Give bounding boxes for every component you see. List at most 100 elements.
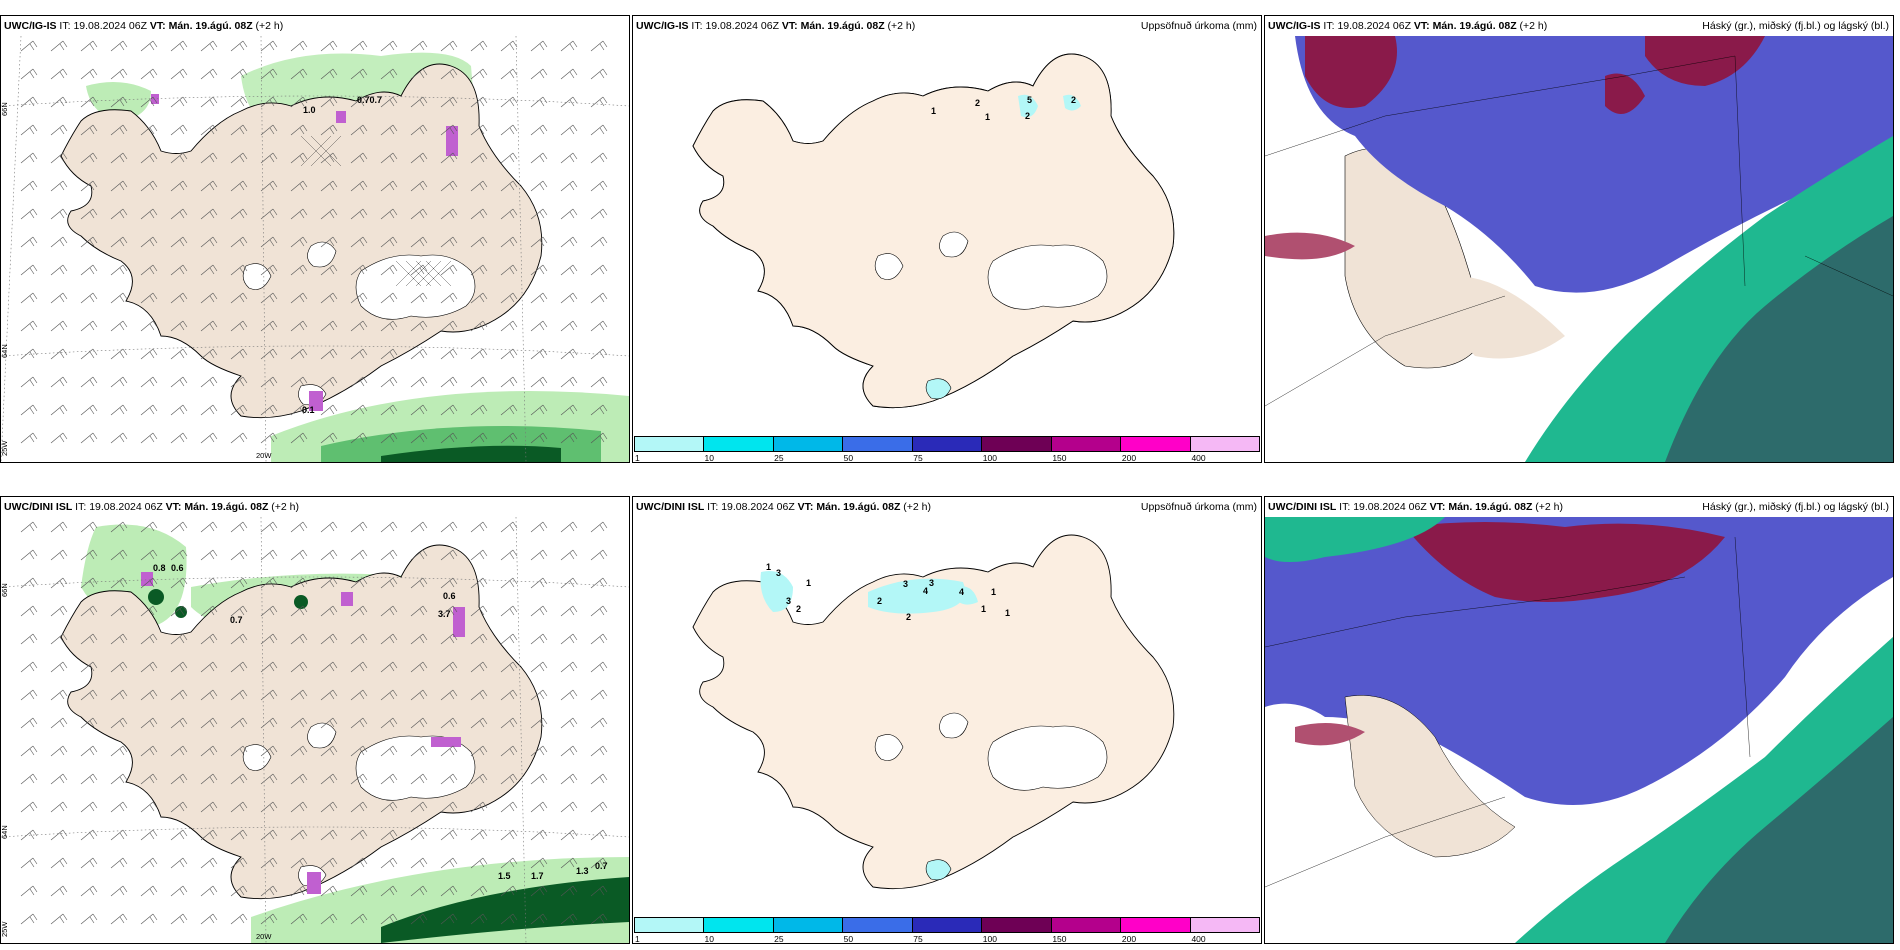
it-label: IT: (59, 20, 71, 32)
model-name: UWC/DINI ISL (4, 501, 73, 513)
colorbar-swatch (773, 918, 844, 932)
colorbar-swatch (704, 918, 774, 932)
vt-value: Mán. 19.ágú. 08Z (1448, 501, 1533, 513)
colorbar-tick-label: 100 (982, 453, 997, 463)
colorbar-swatch (912, 918, 983, 932)
it-label: IT: (1323, 20, 1335, 32)
colorbar-tick-label: 75 (913, 934, 923, 944)
colorbar-tick-label: 10 (704, 453, 715, 463)
precip-amount-label: 4 (959, 587, 964, 597)
colorbar-tick-label: 50 (843, 934, 854, 944)
cloud-cover-map (1265, 36, 1893, 462)
wind-precip-map: 66N 64N 25W 20W 0.6 0.8 0.7 0.6 3.7 0.7 1.3 1.7… (1, 517, 629, 943)
panel-dini-precip: UWC/DINI ISL IT: 19.08.2024 06Z VT: Mán.… (632, 496, 1262, 944)
panel-header: UWC/DINI ISL IT: 19.08.2024 06Z VT: Mán.… (633, 497, 1261, 517)
it-value: 19.08.2024 06Z (705, 20, 779, 32)
it-label: IT: (75, 501, 87, 513)
precip-amount-label: 2 (877, 596, 882, 606)
model-name: UWC/IG-IS (636, 20, 689, 32)
panel-ig-clouds: UWC/IG-IS IT: 19.08.2024 06Z VT: Mán. 19… (1264, 15, 1894, 463)
precip-amount-label: 2 (1071, 95, 1076, 105)
colorbar-swatch (843, 437, 913, 451)
colorbar-tick-label: 50 (843, 453, 854, 463)
precip-amount-label: 2 (1025, 111, 1030, 121)
lon-label-20w: 20W (256, 451, 272, 460)
precip-value-label: 1.3 (576, 866, 589, 876)
vt-value: Mán. 19.ágú. 08Z (816, 501, 901, 513)
colorbar-swatch (1190, 918, 1259, 932)
colorbar-swatch (1051, 437, 1122, 451)
vt-value: Mán. 19.ágú. 08Z (1432, 20, 1517, 32)
panel-ig-precip: UWC/IG-IS IT: 19.08.2024 06Z VT: Mán. 19… (632, 15, 1262, 463)
panel-header: UWC/IG-IS IT: 19.08.2024 06Z VT: Mán. 19… (1, 16, 629, 36)
panel-title: Uppsöfnuð úrkoma (mm) (1140, 501, 1257, 513)
precip-colorbar: 1 10 25 50 75 100 150 200 400 (633, 917, 1261, 943)
it-label: IT: (707, 501, 719, 513)
panel-title: Uppsöfnuð úrkoma (mm) (1140, 20, 1257, 32)
lat-label-66n: 66N (1, 102, 9, 116)
colorbar-tick-label: 200 (1121, 453, 1137, 463)
precip-amount-label: 2 (975, 98, 980, 108)
it-value: 19.08.2024 06Z (89, 501, 163, 513)
precip-value-label: 0.6 (443, 591, 456, 601)
precip-value-label: 0.70.7 (357, 95, 382, 105)
colorbar-tick-label: 25 (774, 453, 784, 463)
vt-value: Mán. 19.ágú. 08Z (168, 20, 253, 32)
colorbar-swatches (634, 917, 1260, 933)
precip-value-label: 0.8 (153, 563, 166, 573)
precip-value-label: 0.6 (171, 563, 184, 573)
panel-header: UWC/IG-IS IT: 19.08.2024 06Z VT: Mán. 19… (633, 16, 1261, 36)
it-value: 19.08.2024 06Z (73, 20, 147, 32)
colorbar-swatch (1121, 918, 1191, 932)
colorbar-swatch (1051, 918, 1122, 932)
panel-dini-wind: UWC/DINI ISL IT: 19.08.2024 06Z VT: Mán.… (0, 496, 630, 944)
lat-label-66n: 66N (1, 583, 9, 597)
it-value: 19.08.2024 06Z (1353, 501, 1427, 513)
lat-label-64n: 64N (1, 344, 9, 358)
accumulated-precip-map: 112 522 (633, 36, 1261, 462)
it-label: IT: (691, 20, 703, 32)
precip-amount-label: 1 (985, 112, 990, 122)
colorbar-tick-label: 25 (774, 934, 784, 944)
colorbar-ticks: 1 10 25 50 75 100 150 200 400 (633, 934, 1261, 944)
precip-amount-label: 1 (806, 578, 811, 588)
colorbar-swatch (843, 918, 913, 932)
vt-label: VT: (1413, 20, 1430, 32)
colorbar-tick-label: 1 (635, 934, 640, 944)
precip-amount-label: 3 (776, 568, 781, 578)
panel-ig-wind: UWC/IG-IS IT: 19.08.2024 06Z VT: Mán. 19… (0, 15, 630, 463)
model-name: UWC/IG-IS (4, 20, 57, 32)
colorbar-tick-label: 150 (1052, 934, 1067, 944)
panel-header: UWC/DINI ISL IT: 19.08.2024 06Z VT: Mán.… (1265, 497, 1893, 517)
precip-amount-label: 1 (1005, 608, 1010, 618)
lead-time: (+2 h) (255, 20, 284, 32)
precip-value-label: 0.7 (230, 615, 243, 625)
precip-amount-label: 3 (903, 579, 908, 589)
precip-value-label: 3.7 (438, 609, 451, 619)
panel-header: UWC/IG-IS IT: 19.08.2024 06Z VT: Mán. 19… (1265, 16, 1893, 36)
precip-value-label: 0.7 (595, 861, 608, 871)
precip-value-label: 1.5 (498, 871, 511, 881)
it-value: 19.08.2024 06Z (1337, 20, 1411, 32)
vt-value: Mán. 19.ágú. 08Z (184, 501, 269, 513)
precip-colorbar: 1 10 25 50 75 100 150 200 400 (633, 436, 1261, 462)
precip-amount-label: 3 (786, 596, 791, 606)
panel-dini-clouds: UWC/DINI ISL IT: 19.08.2024 06Z VT: Mán.… (1264, 496, 1894, 944)
vt-label: VT: (1429, 501, 1446, 513)
precip-amount-label: 5 (1027, 95, 1032, 105)
lon-label-25w: 25W (1, 921, 9, 937)
precip-amount-label: 1 (991, 587, 996, 597)
colorbar-swatches (634, 436, 1260, 452)
precip-amount-label: 1 (766, 562, 771, 572)
colorbar-tick-label: 400 (1191, 453, 1206, 463)
cloud-cover-map (1265, 517, 1893, 943)
colorbar-tick-label: 1 (635, 453, 640, 463)
model-name: UWC/DINI ISL (1268, 501, 1337, 513)
colorbar-tick-label: 10 (704, 934, 715, 944)
lead-time: (+2 h) (271, 501, 300, 513)
precip-amount-label: 2 (906, 612, 911, 622)
colorbar-swatch (704, 437, 774, 451)
colorbar-tick-label: 200 (1121, 934, 1137, 944)
